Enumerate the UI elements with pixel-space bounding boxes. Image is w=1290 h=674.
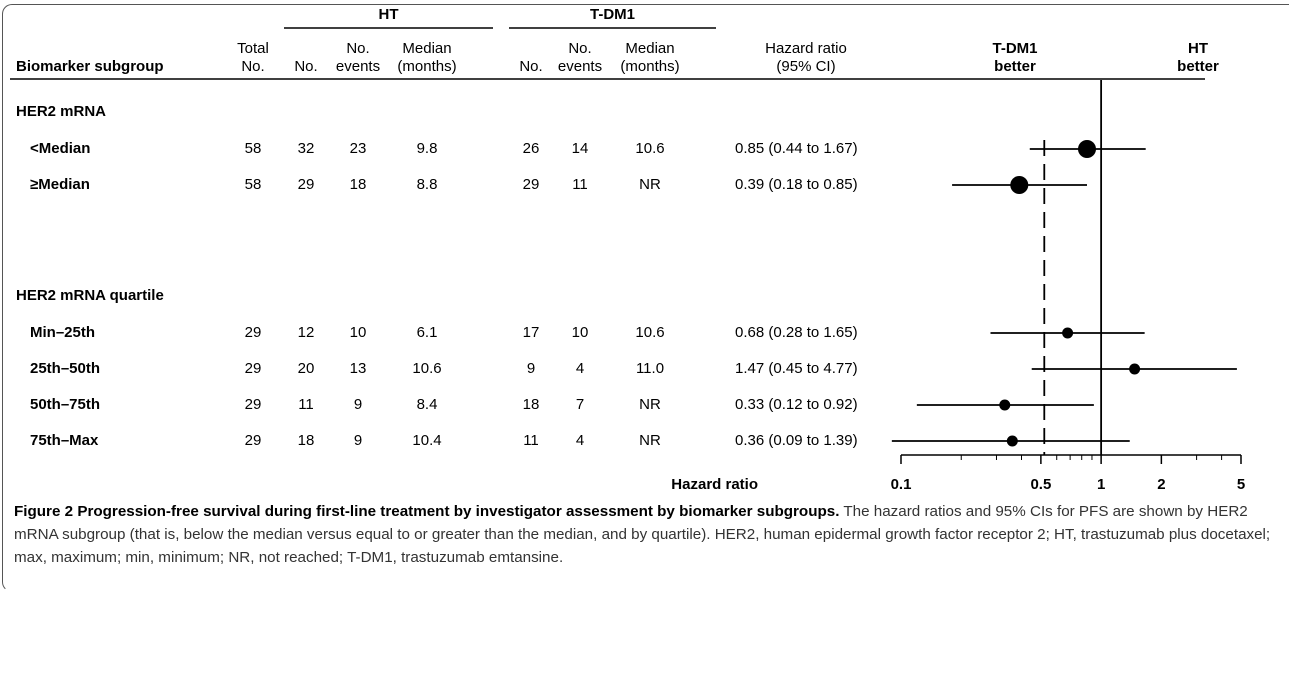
- hr-point: [1129, 363, 1141, 375]
- column-header: Median: [402, 40, 451, 57]
- cell: 8.4: [417, 396, 438, 413]
- x-tick-label: 0.5: [1030, 476, 1051, 493]
- cell: 23: [350, 140, 367, 157]
- cell: 20: [298, 360, 315, 377]
- figure-label: Figure 2: [14, 503, 74, 520]
- cell: 1.47 (0.45 to 4.77): [735, 360, 858, 377]
- cell: NR: [639, 176, 661, 193]
- row-label: 25th–50th: [30, 360, 100, 377]
- row-label: 75th–Max: [30, 432, 99, 449]
- cell: 10.6: [412, 360, 441, 377]
- cell: 10: [572, 324, 589, 341]
- cell: 10.6: [635, 324, 664, 341]
- column-header: No.: [241, 58, 264, 75]
- cell: 29: [523, 176, 540, 193]
- row-label: <Median: [30, 140, 90, 157]
- hr-point: [999, 399, 1011, 411]
- cell: 7: [576, 396, 584, 413]
- column-header: events: [336, 58, 380, 75]
- x-axis-label: Hazard ratio: [671, 476, 758, 493]
- caption-title: Progression-free survival during first-l…: [77, 503, 840, 520]
- cell: 9: [527, 360, 535, 377]
- cell: 10.6: [635, 140, 664, 157]
- column-header: No.: [346, 40, 369, 57]
- column-header: No.: [294, 58, 317, 75]
- column-header: Biomarker subgroup: [16, 58, 164, 75]
- cell: NR: [639, 396, 661, 413]
- caption-text: The hazard ratios and 95% CIs for PFS ar…: [14, 503, 1271, 566]
- group-header: T-DM1: [590, 6, 635, 23]
- cell: 58: [245, 176, 262, 193]
- cell: 14: [572, 140, 589, 157]
- cell: 9.8: [417, 140, 438, 157]
- cell: 0.85 (0.44 to 1.67): [735, 140, 858, 157]
- cell: 10: [350, 324, 367, 341]
- cell: 13: [350, 360, 367, 377]
- favors-label: HT: [1188, 40, 1208, 57]
- row-label: Min–25th: [30, 324, 95, 341]
- cell: 17: [523, 324, 540, 341]
- column-header: events: [558, 58, 602, 75]
- cell: 29: [245, 432, 262, 449]
- hr-point: [1006, 435, 1018, 447]
- cell: 10.4: [412, 432, 441, 449]
- cell: 6.1: [417, 324, 438, 341]
- favors-label: better: [1177, 58, 1219, 75]
- row-label: 50th–75th: [30, 396, 100, 413]
- column-header: (months): [397, 58, 456, 75]
- caption: Figure 2 Progression-free survival durin…: [14, 500, 1282, 569]
- cell: 9: [354, 432, 362, 449]
- cell: 11: [572, 176, 588, 193]
- cell: 29: [245, 324, 262, 341]
- figure-frame: [2, 4, 1289, 592]
- cell: 9: [354, 396, 362, 413]
- cell: NR: [639, 432, 661, 449]
- cell: 26: [523, 140, 540, 157]
- group-header: HT: [379, 6, 399, 23]
- cell: 4: [576, 360, 584, 377]
- favors-label: better: [994, 58, 1036, 75]
- row-label: ≥Median: [30, 176, 90, 193]
- x-tick-label: 2: [1157, 476, 1165, 493]
- section-title: HER2 mRNA: [16, 103, 106, 120]
- cell: 18: [350, 176, 367, 193]
- cell: 29: [245, 360, 262, 377]
- hr-point: [1062, 327, 1074, 339]
- column-header: Hazard ratio: [765, 40, 847, 57]
- column-header: (95% CI): [776, 58, 835, 75]
- cell: 11: [523, 432, 539, 449]
- x-tick-label: 1: [1097, 476, 1105, 493]
- column-header: Median: [625, 40, 674, 57]
- section-title: HER2 mRNA quartile: [16, 287, 164, 304]
- cell: 29: [298, 176, 315, 193]
- cell: 0.33 (0.12 to 0.92): [735, 396, 858, 413]
- cell: 29: [245, 396, 262, 413]
- hr-point: [1077, 140, 1096, 158]
- cell: 8.8: [417, 176, 438, 193]
- cell: 0.39 (0.18 to 0.85): [735, 176, 858, 193]
- column-header: No.: [568, 40, 591, 57]
- column-header: Total: [237, 40, 269, 57]
- favors-label: T-DM1: [993, 40, 1038, 57]
- column-header: (months): [620, 58, 679, 75]
- x-tick-label: 5: [1237, 476, 1245, 493]
- cell: 58: [245, 140, 262, 157]
- cell: 32: [298, 140, 315, 157]
- cell: 12: [298, 324, 315, 341]
- cell: 4: [576, 432, 584, 449]
- cell: 18: [298, 432, 315, 449]
- cell: 18: [523, 396, 540, 413]
- cell: 0.36 (0.09 to 1.39): [735, 432, 858, 449]
- cell: 11: [298, 396, 314, 413]
- hr-point: [1010, 176, 1029, 194]
- cell: 0.68 (0.28 to 1.65): [735, 324, 858, 341]
- column-header: No.: [519, 58, 542, 75]
- x-tick-label: 0.1: [891, 476, 912, 493]
- cell: 11.0: [636, 360, 664, 377]
